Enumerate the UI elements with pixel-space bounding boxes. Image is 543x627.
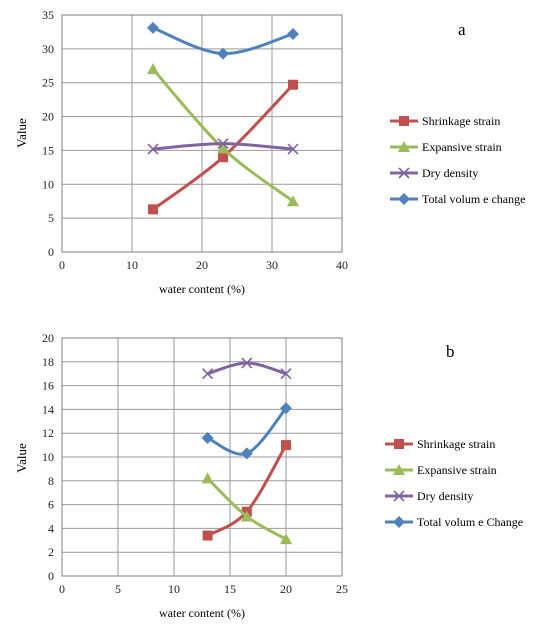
x-tick-label: 5 [115, 582, 121, 596]
y-tick-label: 2 [48, 545, 54, 559]
data-point [287, 27, 299, 40]
legend-label: Dry density [417, 489, 473, 503]
legend-marker [398, 193, 410, 205]
x-tick-label: 15 [224, 582, 236, 596]
legend-marker [393, 516, 405, 528]
legend-label: Shrinkage strain [422, 114, 500, 128]
plot-frame [61, 14, 343, 253]
x-tick-label: 25 [336, 582, 348, 596]
y-tick-label: 14 [42, 402, 54, 416]
x-axis-label: water content (%) [159, 606, 245, 620]
legend-label: Expansive strain [422, 140, 502, 154]
data-point [288, 79, 298, 90]
legend-marker [398, 141, 410, 152]
panel-label: a [458, 20, 466, 39]
panel-label: b [446, 342, 455, 361]
legend-label: Total volum e Change [417, 515, 523, 529]
x-tick-label: 40 [336, 258, 348, 272]
x-tick-label: 30 [266, 258, 278, 272]
data-point [280, 368, 292, 380]
data-point [202, 530, 213, 541]
y-tick-label: 35 [42, 8, 54, 22]
x-tick-label: 0 [59, 582, 65, 596]
x-tick-label: 0 [59, 258, 65, 272]
legend-label: Shrinkage strain [417, 437, 495, 451]
y-tick-label: 5 [48, 211, 54, 225]
data-point [147, 63, 159, 75]
x-tick-label: 20 [280, 582, 292, 596]
x-tick-label: 10 [126, 258, 138, 272]
data-point [241, 357, 253, 369]
data-point [147, 143, 159, 155]
y-axis-label: Value [14, 443, 29, 473]
legend-marker [393, 490, 405, 502]
data-point [240, 510, 253, 522]
y-tick-label: 20 [42, 331, 54, 345]
data-point [217, 138, 229, 150]
legend-marker [398, 167, 410, 179]
y-tick-label: 0 [48, 245, 54, 259]
y-tick-label: 18 [42, 355, 54, 369]
data-point [201, 431, 214, 444]
y-tick-label: 20 [42, 110, 54, 124]
legend-label: Total volum e change [422, 192, 525, 206]
y-tick-label: 25 [42, 76, 54, 90]
data-point [280, 402, 292, 415]
data-point [240, 447, 253, 460]
legend-marker [399, 116, 409, 126]
data-point [148, 204, 158, 215]
series-line [207, 361, 287, 376]
y-tick-label: 30 [42, 42, 54, 56]
data-point [280, 533, 292, 545]
data-point [147, 21, 159, 34]
x-tick-label: 10 [168, 582, 180, 596]
legend-marker [393, 464, 405, 475]
y-tick-label: 0 [48, 569, 54, 583]
data-point [287, 195, 299, 207]
data-point [217, 47, 229, 60]
data-point [281, 440, 291, 451]
series-line [206, 407, 288, 456]
data-point [287, 143, 299, 155]
data-point [202, 368, 214, 380]
y-tick-label: 12 [42, 426, 54, 440]
data-point [217, 142, 229, 154]
x-tick-label: 20 [196, 258, 208, 272]
plot-frame [61, 337, 343, 577]
data-point [201, 472, 214, 484]
y-tick-label: 8 [48, 474, 54, 488]
y-tick-label: 4 [48, 521, 54, 535]
legend-marker [394, 439, 404, 449]
legend-label: Expansive strain [417, 463, 497, 477]
y-tick-label: 10 [42, 450, 54, 464]
legend-label: Dry density [422, 166, 478, 180]
y-tick-label: 6 [48, 498, 54, 512]
x-axis-label: water content (%) [159, 282, 245, 296]
y-tick-label: 16 [42, 379, 54, 393]
y-axis-label: Value [14, 118, 29, 148]
y-tick-label: 15 [42, 143, 54, 157]
data-point [218, 152, 228, 163]
y-tick-label: 10 [42, 177, 54, 191]
